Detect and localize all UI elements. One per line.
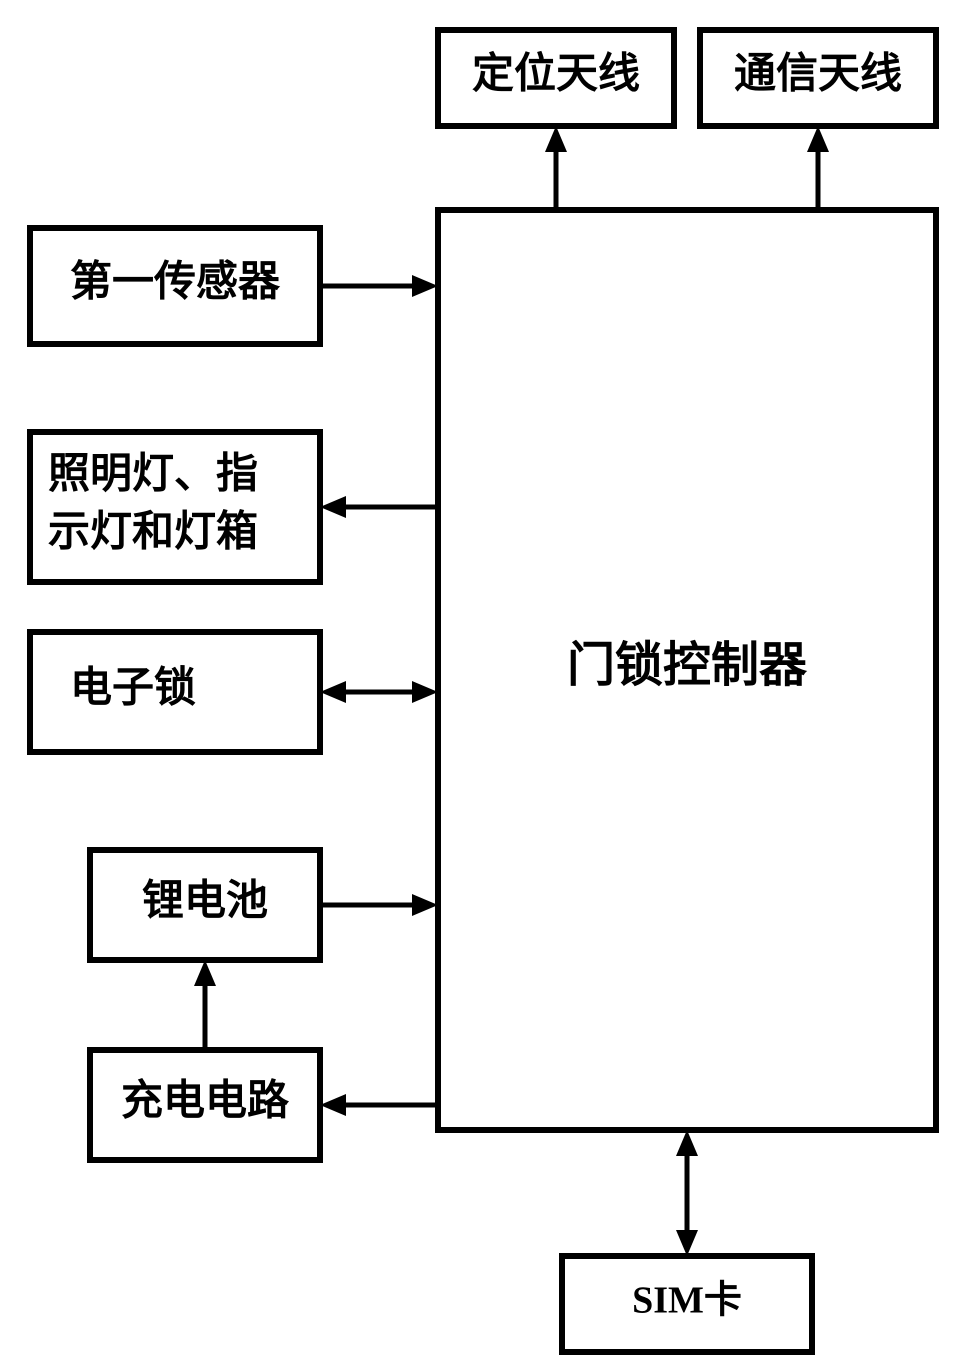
lights-label-line1: 照明灯、指 <box>48 451 258 498</box>
controller-label: 门锁控制器 <box>567 639 808 692</box>
sensor-label: 第一传感器 <box>70 259 281 306</box>
sim-label: SIM卡 <box>632 1280 742 1322</box>
pos_antenna-label: 定位天线 <box>472 51 640 98</box>
com_antenna-label: 通信天线 <box>734 51 902 98</box>
charger-label: 充电电路 <box>121 1078 290 1125</box>
lights-label-line2: 示灯和灯箱 <box>48 509 258 556</box>
elock-label: 电子锁 <box>70 665 196 712</box>
battery-label: 锂电池 <box>142 878 268 925</box>
